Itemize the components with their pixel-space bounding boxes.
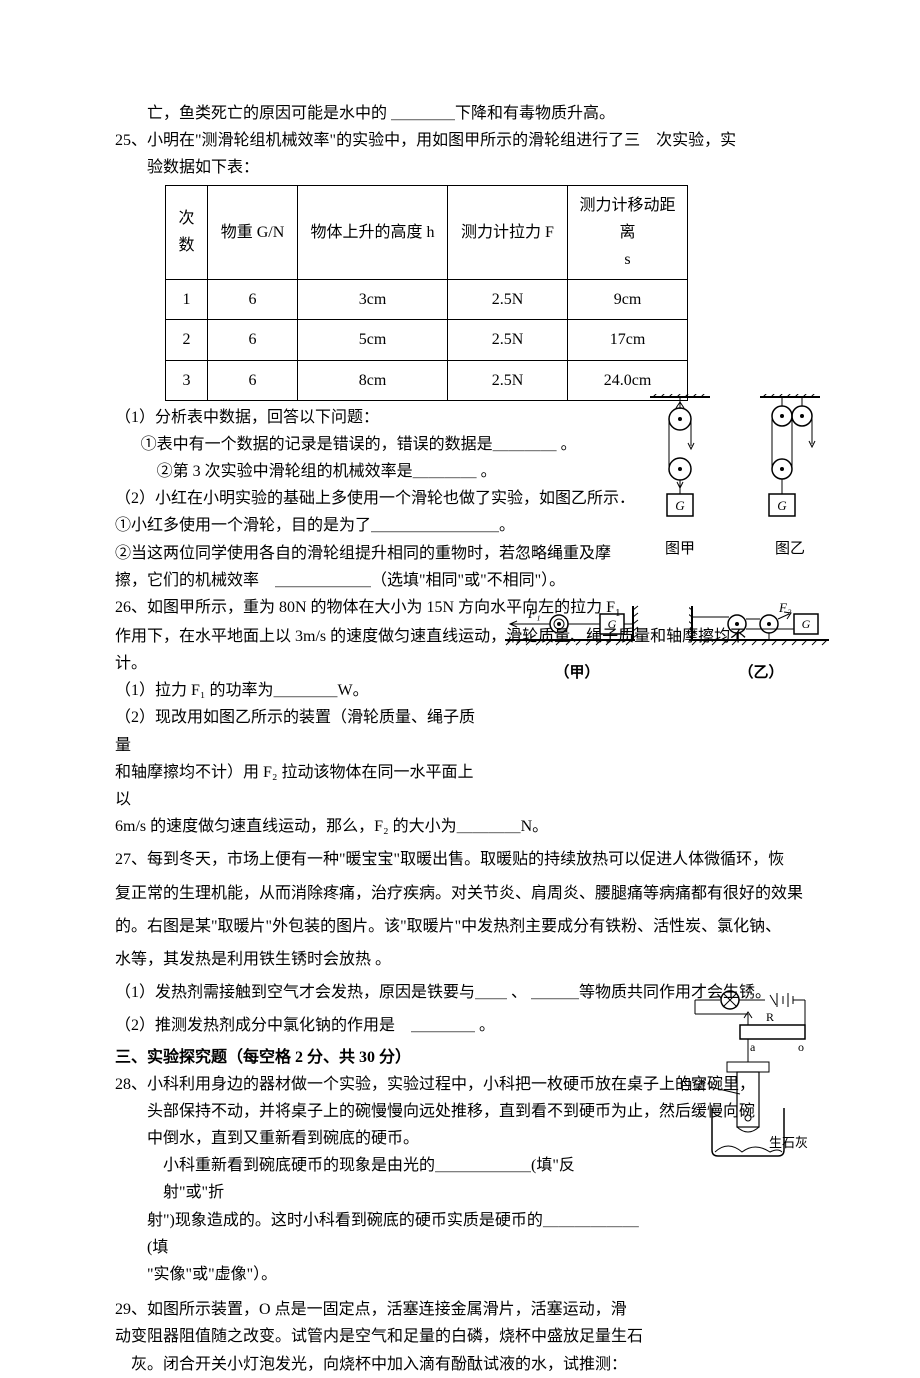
- q25-sub2b: ②当这两位同学使用各自的滑轮组提升相同的重物时，若忽略绳重及摩: [115, 540, 655, 567]
- cell: 8cm: [298, 360, 448, 400]
- q28-l4b: 射")现象造成的。这时小科看到碗底的硬币实质是硬币的＿＿＿＿＿＿(填: [115, 1207, 655, 1261]
- svg-text:o: o: [798, 1040, 804, 1054]
- pulley-cap-jia: 图甲: [665, 537, 695, 563]
- svg-text:白磷: 白磷: [680, 1078, 706, 1093]
- circuit-icon: R a o 白磷 生石灰: [670, 990, 815, 1165]
- q29-l2: 动变阻器阻值随之改变。试管内是空气和足量的白磷，烧杯中盛放足量生石: [115, 1323, 655, 1350]
- force-jia-icon: F₁ G: [505, 602, 649, 657]
- q29-l1: 29、如图所示装置，O 点是一固定点，活塞连接金属滑片，活塞运动，滑: [115, 1296, 805, 1323]
- cell: 6: [208, 280, 298, 320]
- q28-l4a: 小科重新看到碗底硬币的现象是由光的＿＿＿＿＿＿(填"反射"或"折: [115, 1152, 635, 1206]
- pulley-jia-icon: G: [650, 394, 710, 534]
- q24-tail: 亡，鱼类死亡的原因可能是水中的 ＿＿＿＿下降和有毒物质升高。: [147, 105, 615, 122]
- cell: 2.5N: [448, 360, 568, 400]
- circuit-figure: R a o 白磷 生石灰: [670, 990, 815, 1165]
- data-table: 次数 物重 G/N 物体上升的高度 h 测力计拉力 F 测力计移动距离 s 16…: [165, 185, 688, 401]
- cell: 1: [166, 280, 208, 320]
- cell: 3: [166, 360, 208, 400]
- cell: 5cm: [298, 320, 448, 360]
- q26-l3c: 6m/s 的速度做匀速直线运动，那么，F₂ 的大小为＿＿＿＿N。: [115, 813, 805, 840]
- svg-text:F₁: F₁: [527, 606, 540, 621]
- pulley-figure: G 图甲 G 图乙: [650, 394, 820, 574]
- cell: 9cm: [568, 280, 688, 320]
- cell: 3cm: [298, 280, 448, 320]
- cell: 17cm: [568, 320, 688, 360]
- cell: 2: [166, 320, 208, 360]
- force-cap-yi: （乙）: [738, 661, 783, 687]
- q25-sub2a: ①小红多使用一个滑轮，目的是为了＿＿＿＿＿＿＿＿。: [115, 512, 655, 539]
- q27-l3: 的。右图是某"取暖片"外包装的图片。该"取暖片"中发热剂主要成分有铁粉、活性炭、…: [115, 913, 805, 940]
- cell: 6: [208, 360, 298, 400]
- svg-text:R: R: [766, 1010, 774, 1024]
- pulley-yi-icon: G: [760, 394, 820, 534]
- force-yi-icon: F₂ G: [689, 602, 833, 657]
- cell: 2.5N: [448, 320, 568, 360]
- svg-text:G: G: [608, 617, 617, 631]
- q29-l3: 灰。闭合开关小灯泡发光，向烧杯中加入滴有酚酞试液的水，试推测：: [115, 1351, 805, 1378]
- pulley-cap-yi: 图乙: [775, 537, 805, 563]
- q27-l1: 27、每到冬天，市场上便有一种"暖宝宝"取暖出售。取暖贴的持续放热可以促进人体微…: [115, 846, 805, 873]
- q25-line2: 验数据如下表：: [115, 154, 805, 181]
- th-4: 测力计移动距离 s: [568, 185, 688, 280]
- svg-text:生石灰: 生石灰: [769, 1135, 808, 1150]
- q27-l2: 复正常的生理机能，从而消除疼痛，治疗疾病。对关节炎、肩周炎、腰腿痛等病痛都有很好…: [115, 880, 805, 907]
- q25-sub2: （2）小红在小明实验的基础上多使用一个滑轮也做了实验，如图乙所示．: [115, 485, 655, 512]
- th-3: 测力计拉力 F: [448, 185, 568, 280]
- svg-text:G: G: [675, 498, 685, 513]
- svg-text:G: G: [802, 617, 811, 631]
- th-0: 次数: [166, 185, 208, 280]
- q28-l4c: "实像"或"虚像"）。: [115, 1261, 805, 1288]
- q25-line1: 25、小明在"测滑轮组机械效率"的实验中，用如图甲所示的滑轮组进行了三 次实验，…: [115, 127, 805, 154]
- th-1: 物重 G/N: [208, 185, 298, 280]
- force-figure: F₁ G （甲） F₂: [505, 602, 835, 692]
- q27-l4: 水等，其发热是利用铁生锈时会放热 。: [115, 946, 805, 973]
- svg-text:G: G: [777, 498, 787, 513]
- cell: 2.5N: [448, 280, 568, 320]
- th-2: 物体上升的高度 h: [298, 185, 448, 280]
- force-cap-jia: （甲）: [554, 661, 599, 687]
- cell: 6: [208, 320, 298, 360]
- q25-sub2c: 擦，它们的机械效率 ＿＿＿＿＿＿（选填"相同"或"不相同"）。: [115, 567, 655, 594]
- q26-l3b: 和轴摩擦均不计）用 F₂ 拉动该物体在同一水平面上以: [115, 759, 485, 813]
- svg-text:a: a: [750, 1040, 756, 1054]
- q26-l3a: （2）现改用如图乙所示的装置（滑轮质量、绳子质量: [115, 704, 485, 758]
